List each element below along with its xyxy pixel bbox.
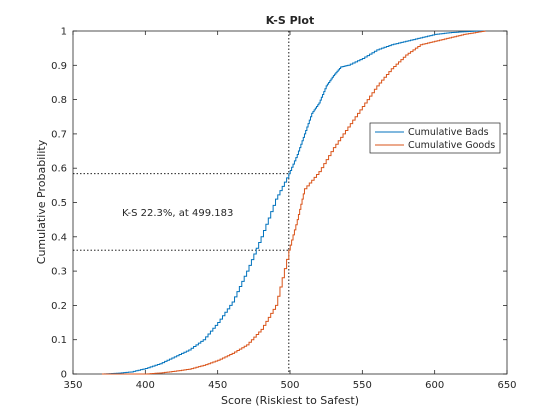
y-tick-label: 1 [61, 27, 67, 38]
y-tick-label: 0.7 [51, 129, 67, 140]
y-tick-label: 0.5 [51, 198, 67, 209]
plot-area [72, 30, 508, 375]
y-tick-label: 0.1 [51, 335, 67, 346]
y-tick-label: 0 [61, 370, 67, 381]
legend-label-bads: Cumulative Bads [408, 127, 489, 138]
x-tick-label: 600 [425, 380, 444, 391]
legend: Cumulative Bads Cumulative Goods [369, 122, 501, 154]
y-axis-ticks: 0 0.1 0.2 0.3 0.4 0.5 0.6 0.7 0.8 0.9 1 [51, 27, 507, 381]
x-tick-label: 450 [208, 380, 227, 391]
y-tick-label: 0.8 [51, 95, 67, 106]
x-tick-label: 550 [353, 380, 372, 391]
series-line-goods [101, 30, 486, 375]
y-tick-label: 0.3 [51, 267, 67, 278]
x-tick-label: 350 [63, 380, 82, 391]
x-tick-label: 400 [136, 380, 155, 391]
y-tick-label: 0.2 [51, 301, 67, 312]
y-tick-label: 0.4 [51, 232, 67, 243]
x-axis-ticks: 350 400 450 500 550 600 650 [63, 31, 517, 391]
chart-title: K-S Plot [266, 14, 315, 27]
x-tick-label: 650 [497, 380, 516, 391]
y-axis-label: Cumulative Probability [35, 139, 48, 264]
legend-label-goods: Cumulative Goods [408, 140, 495, 151]
ks-guide-lines [73, 31, 290, 374]
y-tick-label: 0.6 [51, 164, 67, 175]
x-axis-label: Score (Riskiest to Safest) [221, 394, 359, 407]
x-tick-label: 500 [280, 380, 299, 391]
legend-box [369, 122, 501, 154]
series-line-bads [101, 30, 486, 375]
y-tick-label: 0.9 [51, 61, 67, 72]
ks-annotation: K-S 22.3%, at 499.183 [122, 208, 233, 219]
series-lines [101, 30, 486, 375]
